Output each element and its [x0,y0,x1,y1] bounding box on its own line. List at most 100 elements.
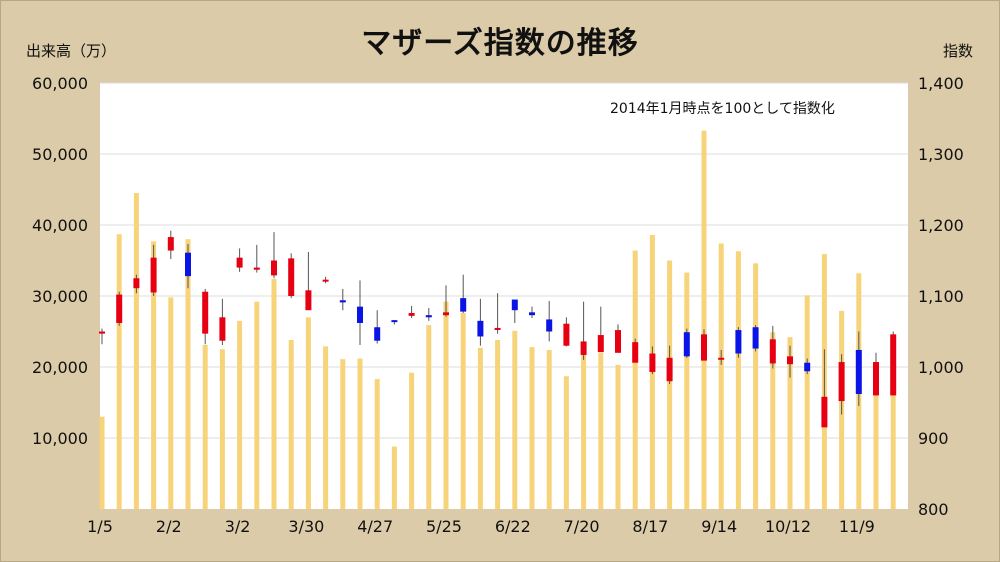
candle-body [580,341,587,355]
volume-bar [770,332,776,509]
candle-body [752,327,759,349]
x-tick-label: 8/17 [632,517,668,536]
candle-body [99,331,105,334]
x-tick-label: 10/12 [765,517,811,536]
volume-bar [684,272,690,509]
candle-body [615,330,621,353]
volume-bar [116,234,122,510]
right-tick-label: 1,000 [918,358,964,377]
candle-body [701,334,707,361]
x-tick-label: 4/27 [357,517,393,536]
volume-bar [391,446,397,509]
volume-bars [99,130,896,510]
candle-body [236,257,243,268]
right-tick-label: 900 [918,429,949,448]
volume-bar [168,297,174,509]
candle-body [391,320,398,323]
volume-bar [374,379,380,509]
left-tick-label: 40,000 [32,216,88,235]
volume-bar [271,278,277,509]
volume-bar [718,243,724,509]
volume-bar [512,330,518,509]
left-tick-labels: 10,000 20,000 30,000 40,000 50,000 60,000 [32,74,88,448]
candle-body [271,260,277,276]
x-tick-label: 1/5 [87,517,113,536]
x-tick-labels: 1/5 2/2 3/2 3/30 4/27 5/25 6/22 7/20 8/17 9/14 10/… [87,517,875,536]
right-tick-label: 800 [918,500,949,519]
candle-body [632,342,639,363]
x-tick-label: 3/30 [288,517,324,536]
left-tick-label: 20,000 [32,358,88,377]
candle-body [374,327,381,341]
candle-body [133,278,140,289]
candle-body [683,332,690,357]
volume-bar [873,381,879,509]
volume-bar [546,349,552,509]
volume-bar [615,364,621,509]
volume-bar [409,372,415,509]
volume-bar [495,340,501,509]
candle-body [116,294,123,323]
volume-bar [581,344,587,509]
candle-body [873,362,879,396]
volume-bar [185,239,191,509]
candle-body [443,312,449,316]
right-tick-label: 1,300 [918,145,964,164]
candle-body [546,319,553,332]
x-tick-label: 5/25 [426,517,462,536]
candle-body [202,291,209,334]
volume-bar [254,301,260,509]
candle-body [666,357,673,382]
x-tick-label: 7/20 [564,517,600,536]
candle-body [253,267,260,270]
volume-bar [735,251,741,509]
volume-bar [667,260,673,509]
left-axis-label: 出来高（万） [26,42,117,60]
volume-bar [563,376,569,509]
candle-body [735,330,742,354]
volume-bar [357,358,363,509]
candle-body [305,290,312,311]
candle-body [855,349,862,394]
left-tick-label: 10,000 [32,429,88,448]
right-axis-label: 指数 [943,42,974,60]
volume-bar [598,352,604,509]
candle-body [460,298,467,312]
candle-body [838,362,845,402]
candle-body [890,334,897,396]
volume-bar [753,263,759,509]
chart-note: 2014年1月時点を100として指数化 [610,101,835,117]
candle-body [357,306,363,323]
right-tick-labels: 800 900 1,000 1,100 1,200 1,300 1,400 [918,74,964,519]
candle-body [821,396,828,428]
volume-bar [323,346,329,509]
x-tick-label: 2/2 [156,517,182,536]
candle-body [649,353,656,372]
volume-bar [151,241,157,509]
candle-body [322,279,329,282]
candle-body [804,362,811,372]
candle-body [718,357,725,360]
candle-body [219,317,226,341]
right-tick-label: 1,100 [918,287,964,306]
right-tick-label: 1,200 [918,216,964,235]
candle-body [787,356,793,365]
volume-bar [340,359,346,509]
volume-bar [237,320,243,509]
left-tick-label: 50,000 [32,145,88,164]
candle-body [185,252,191,277]
volume-bar [99,416,105,509]
x-tick-label: 6/22 [495,517,531,536]
candle-body [167,237,174,251]
candle-body [494,327,501,330]
candle-body [477,320,484,337]
candle-body [425,315,432,318]
volume-bar [133,193,139,510]
volume-bar [460,313,466,509]
chart-title: マザーズ指数の推移 [361,26,639,61]
candle-body [339,300,346,303]
volume-bar [443,301,449,509]
volume-bar [804,295,810,509]
volume-bar [477,347,483,509]
x-tick-label: 3/2 [225,517,251,536]
